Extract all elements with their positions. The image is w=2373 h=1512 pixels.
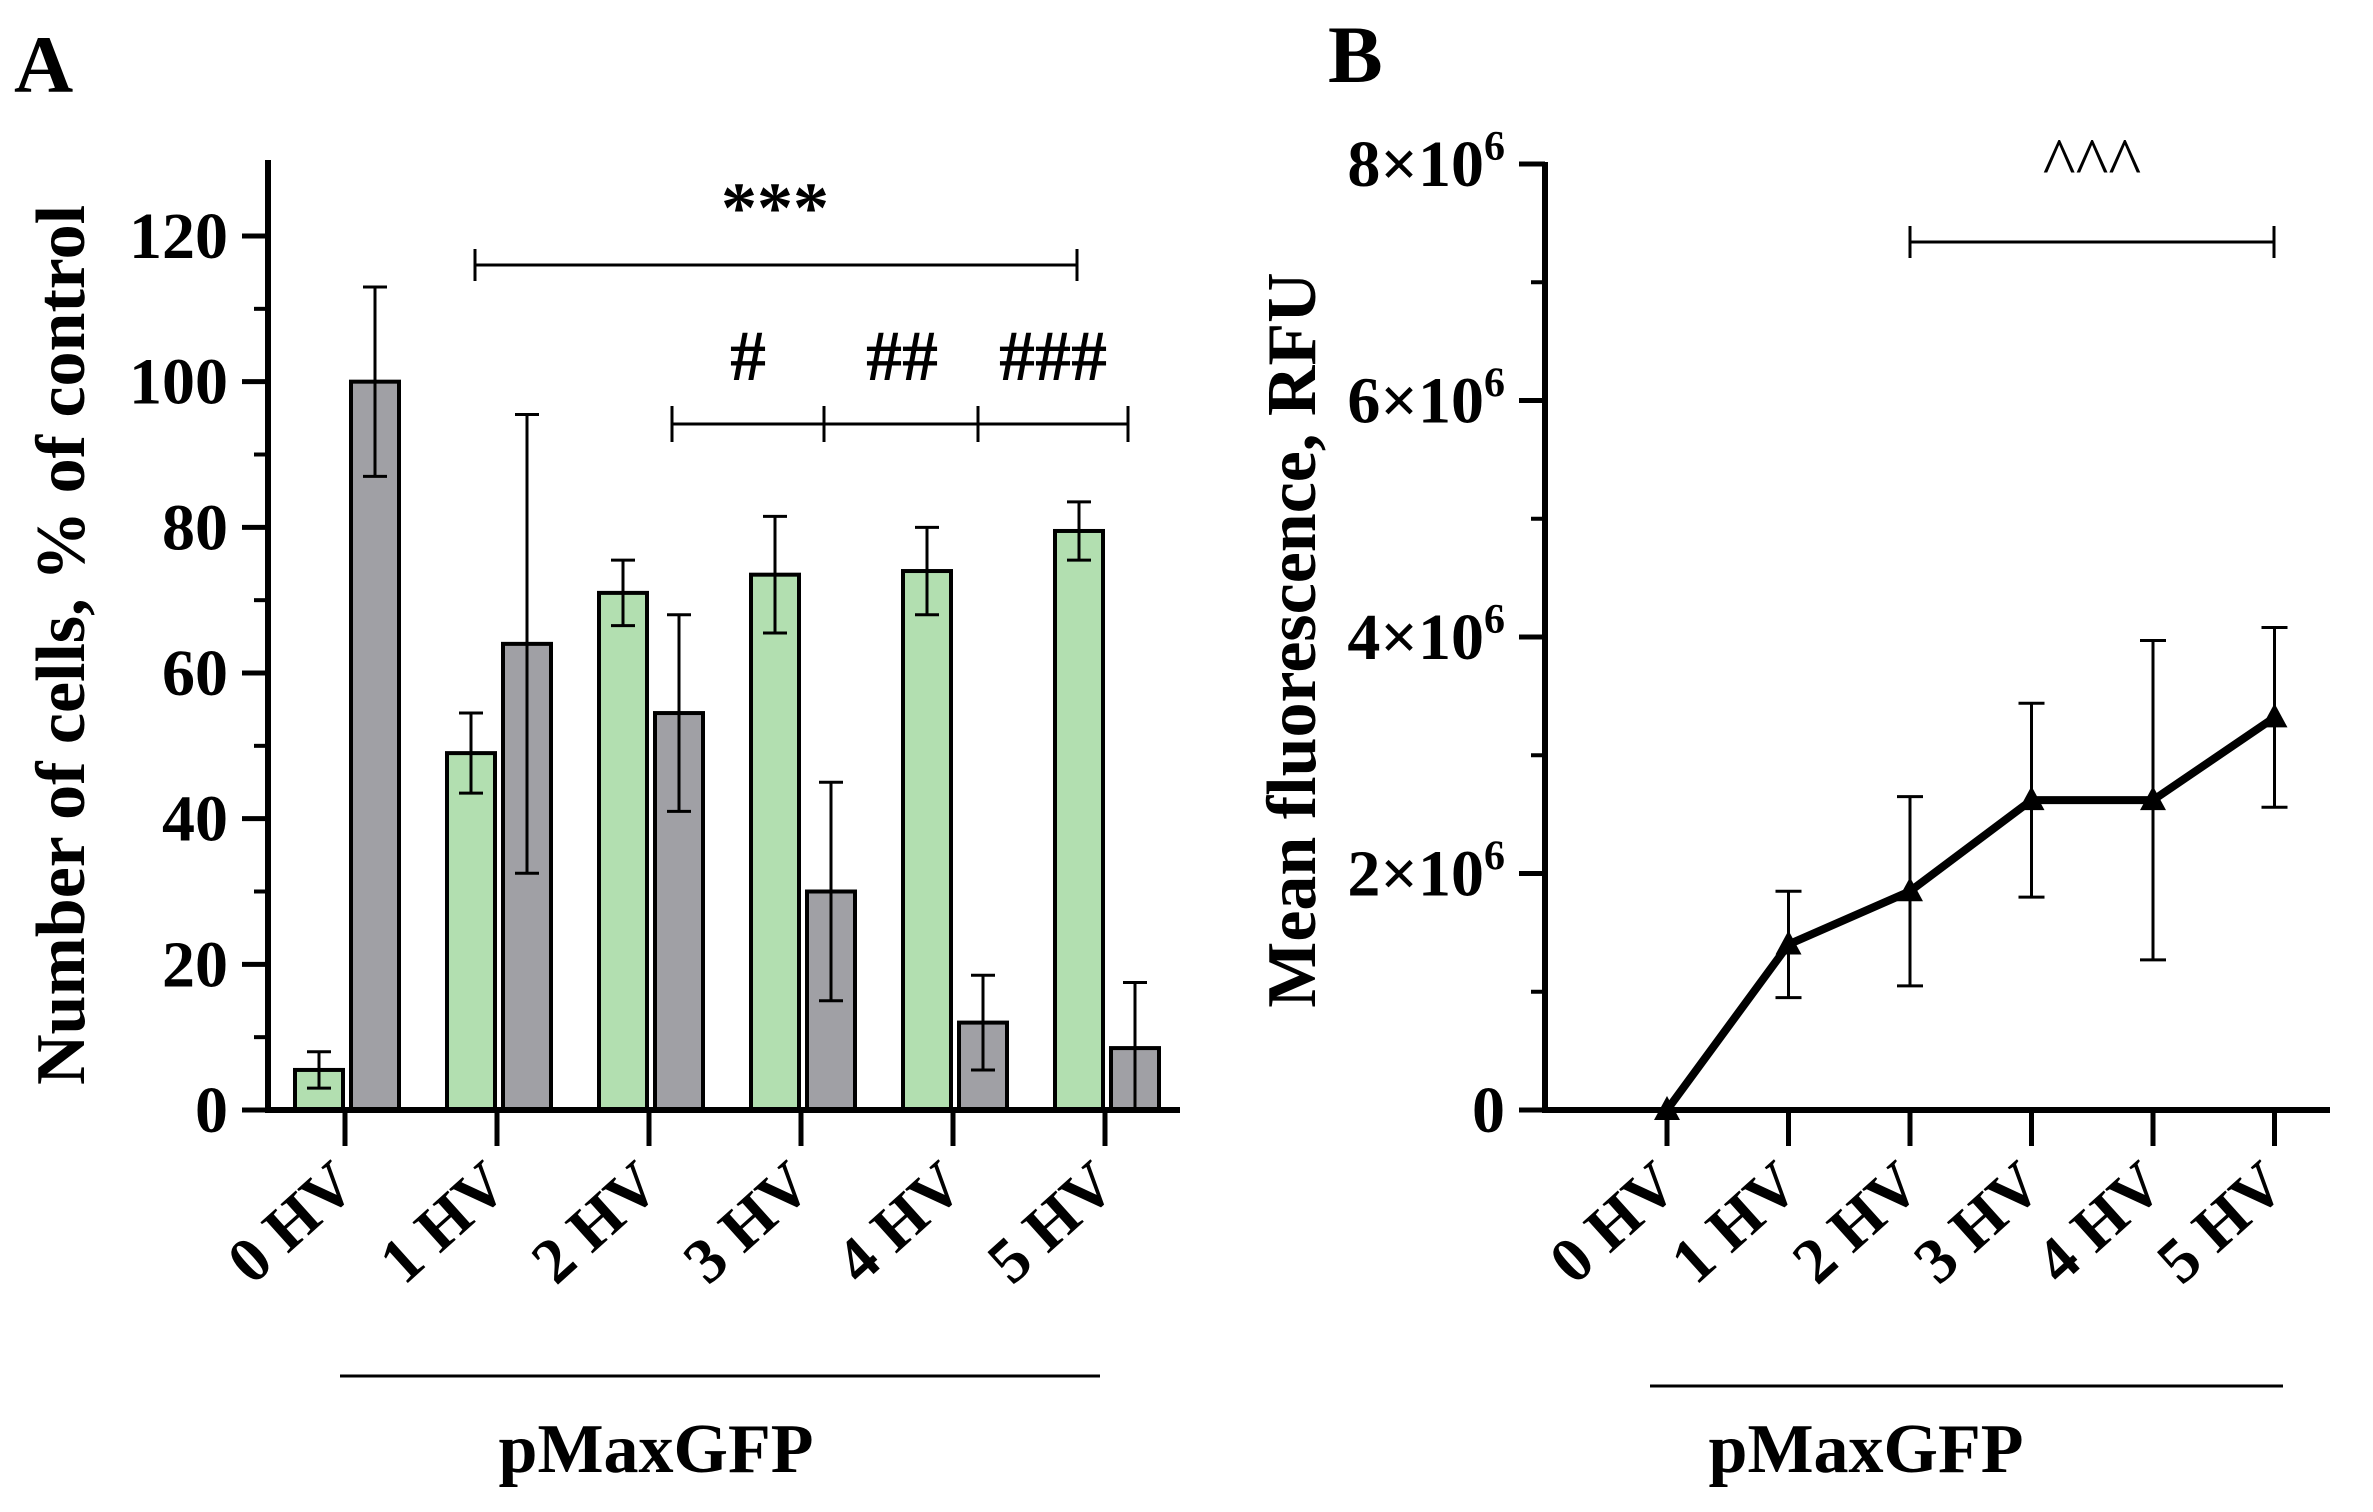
panel-b-y-tick-label: 2×106 [1347, 834, 1505, 911]
panel-a-x-ticks: 0 HV1 HV2 HV3 HV4 HV5 HV [214, 1110, 1129, 1297]
panel-a-error-bars [307, 285, 1147, 1112]
panel-a-significance: ***# ## ### [473, 168, 1130, 442]
panel-b-letter: B [1328, 9, 1383, 100]
panel-b-data-point [1654, 1096, 1680, 1120]
panel-b-data-point [2018, 786, 2045, 811]
panel-a-x-tick-label: 3 HV [670, 1148, 825, 1297]
panel-b-y-axis-title: Mean fluorescence, RFU [1254, 272, 1331, 1007]
panel-a-sig-label: *** [721, 168, 829, 248]
panel-a-x-tick-label: 1 HV [366, 1148, 521, 1297]
panel-b-series [1654, 626, 2288, 1120]
panel-b-axes [1542, 162, 2330, 1113]
panel-a-axes [265, 160, 1180, 1113]
panel-a-x-tick-label: 4 HV [822, 1148, 977, 1297]
panel-a-y-tick-label: 0 [195, 1074, 228, 1147]
panel-a-sig-label: # [730, 316, 766, 396]
panel-b-x-tick-label: 0 HV [1536, 1148, 1691, 1297]
panel-a-bar [293, 1067, 345, 1112]
panel-a-y-tick-label: 80 [162, 491, 228, 564]
panel-a-x-tick-label: 5 HV [974, 1148, 1129, 1297]
panel-a-y-axis-title: Number of cells, % of control [23, 205, 100, 1085]
panel-a-bars [293, 379, 1161, 1113]
panel-a-y-ticks: 0 20 40 60 80 100 120 [129, 200, 268, 1147]
panel-a-bar [349, 379, 401, 1112]
panel-a-bar [445, 751, 497, 1112]
panel-a-y-tick-label: 20 [162, 928, 228, 1001]
panel-a-bar [749, 572, 801, 1112]
panel-b-data-point [1897, 877, 1923, 902]
panel-b-x-tick-label: 1 HV [1657, 1148, 1812, 1297]
panel-b-y-tick-label: 8×106 [1347, 124, 1505, 201]
panel-b-data-point [2261, 703, 2288, 728]
panel-b-series-line [1663, 714, 2277, 1113]
panel-a-bar-chart: A Number of cells, % of control 0 20 40 60 8… [14, 19, 1180, 1488]
panel-a-bar [1053, 528, 1105, 1112]
panel-a-group-label: pMaxGFP [499, 1411, 814, 1488]
panel-b-significance: ^^^ [1908, 125, 2276, 258]
panel-b-x-ticks: 0 HV1 HV2 HV3 HV4 HV5 HV [1536, 1110, 2298, 1297]
panel-b-x-tick-label: 2 HV [1779, 1148, 1934, 1297]
panel-b-group-label: pMaxGFP [1709, 1411, 2024, 1488]
panel-a-y-tick-label: 120 [129, 200, 228, 273]
panel-b-x-tick-label: 4 HV [2022, 1148, 2177, 1297]
panel-a-x-tick-label: 0 HV [214, 1148, 369, 1297]
panel-b-y-tick-label: 0 [1472, 1074, 1505, 1147]
panel-a-letter: A [14, 19, 73, 110]
panel-a-sig-label: ### [999, 316, 1107, 396]
panel-a-bar [901, 569, 953, 1112]
panel-a-bar [597, 590, 649, 1112]
panel-a-y-tick-label: 60 [162, 637, 228, 710]
panel-b-data-point [2140, 786, 2166, 811]
panel-a-x-tick-label: 2 HV [518, 1148, 673, 1297]
panel-b-line-chart: B Mean fluorescence, RFU 0 2×106 4×106 6×10… [1254, 9, 2330, 1488]
panel-b-sig-label: ^^^ [2043, 125, 2142, 202]
panel-b-x-tick-label: 5 HV [2143, 1148, 2298, 1297]
panel-b-data-point [1775, 930, 1802, 955]
panel-a-sig-label: ## [866, 316, 938, 396]
panel-b-x-tick-label: 3 HV [1900, 1148, 2055, 1297]
panel-b-y-tick-label: 6×106 [1347, 361, 1505, 438]
panel-b-y-ticks: 0 2×106 4×106 6×106 8×106 [1347, 124, 1545, 1147]
panel-a-y-tick-label: 40 [162, 783, 228, 856]
panel-a-y-tick-label: 100 [129, 346, 228, 419]
panel-b-y-tick-label: 4×106 [1347, 597, 1505, 674]
